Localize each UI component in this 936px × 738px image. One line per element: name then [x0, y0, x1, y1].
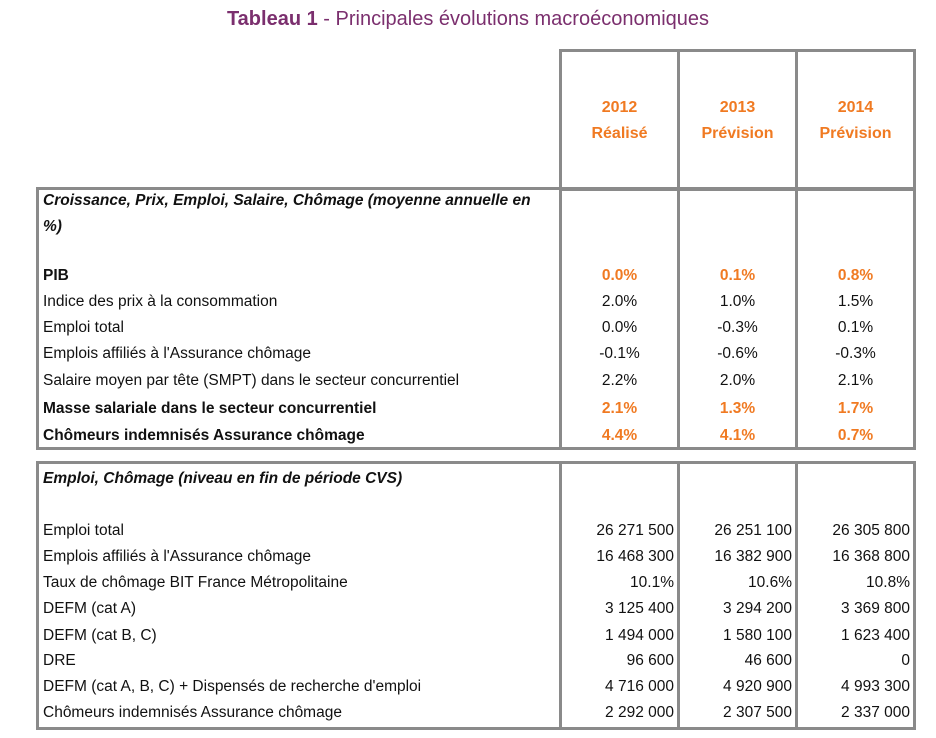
row-value: 2.2%: [601, 372, 638, 389]
row-label: Emplois affiliés à l'Assurance chômage: [43, 548, 312, 565]
row-value: 0.1%: [837, 319, 874, 336]
row-label: Chômeurs indemnisés Assurance chômage: [43, 704, 342, 721]
row-value: 10.8%: [866, 574, 910, 591]
col-sep: [677, 461, 680, 730]
row-value: 2.0%: [601, 293, 638, 310]
row-value: 4 993 300: [841, 678, 910, 695]
row-label: Emploi total: [43, 522, 124, 539]
year: 2012: [601, 99, 638, 116]
row-value: 4.4%: [601, 427, 638, 444]
column-header-2013: 2013 Prévision: [680, 95, 795, 147]
col-sep: [795, 49, 798, 450]
row-value: 1.7%: [837, 400, 874, 417]
row-value: 1 580 100: [723, 627, 792, 644]
table-caption: - Principales évolutions macroéconomique…: [317, 8, 710, 30]
row-value: 4 716 000: [605, 678, 674, 695]
section1-heading: Croissance, Prix, Emploi, Salaire, Chôma…: [43, 192, 531, 235]
section2-heading: Emploi, Chômage (niveau en fin de périod…: [43, 470, 403, 487]
row-value: 1.5%: [837, 293, 874, 310]
status: Prévision: [819, 125, 892, 142]
row-label: DEFM (cat A, B, C) + Dispensés de recher…: [43, 678, 422, 695]
row-value: -0.3%: [835, 345, 876, 362]
row-value: 3 294 200: [723, 600, 792, 617]
row-value: 0.0%: [601, 267, 638, 284]
row-value: 16 368 800: [832, 548, 910, 565]
row-label: DRE: [43, 652, 76, 669]
table-number: Tableau 1: [226, 8, 318, 30]
row-value: 96 600: [626, 652, 674, 669]
status: Prévision: [701, 125, 774, 142]
row-value: 0: [901, 652, 910, 669]
row-label: Emploi total: [43, 319, 124, 336]
row-value: 1.3%: [719, 400, 756, 417]
row-value: 2.1%: [601, 400, 638, 417]
row-label: DEFM (cat A): [43, 600, 137, 617]
row-value: 1 623 400: [841, 627, 910, 644]
row-value: 1 494 000: [605, 627, 674, 644]
row-value: 2 292 000: [605, 704, 674, 721]
col-sep: [677, 49, 680, 450]
row-value: 16 382 900: [714, 548, 792, 565]
row-label: Chômeurs indemnisés Assurance chômage: [43, 427, 365, 444]
row-label: PIB: [43, 267, 69, 284]
column-header-2012: 2012 Réalisé: [562, 95, 677, 147]
year: 2014: [837, 99, 874, 116]
status: Réalisé: [591, 125, 648, 142]
row-value: 2 307 500: [723, 704, 792, 721]
row-value: 26 305 800: [832, 522, 910, 539]
row-value: 16 468 300: [596, 548, 674, 565]
row-value: -0.1%: [599, 345, 640, 362]
row-value: 1.0%: [719, 293, 756, 310]
row-value: 26 271 500: [596, 522, 674, 539]
row-value: 0.7%: [837, 427, 874, 444]
row-label: Indice des prix à la consommation: [43, 293, 278, 310]
row-value: -0.6%: [717, 345, 758, 362]
row-value: 4.1%: [719, 427, 756, 444]
row-value: 46 600: [744, 652, 792, 669]
row-value: 2.1%: [837, 372, 874, 389]
row-label: Salaire moyen par tête (SMPT) dans le se…: [43, 372, 460, 389]
row-value: 0.8%: [837, 267, 874, 284]
row-label: Taux de chômage BIT France Métropolitain…: [43, 574, 348, 591]
col-sep: [795, 461, 798, 730]
row-value: 3 125 400: [605, 600, 674, 617]
row-value: 0.1%: [719, 267, 756, 284]
row-value: 10.6%: [748, 574, 792, 591]
col-sep: [559, 461, 562, 730]
row-label: DEFM (cat B, C): [43, 627, 157, 644]
row-label: Emplois affiliés à l'Assurance chômage: [43, 345, 312, 362]
row-value: -0.3%: [717, 319, 758, 336]
col-sep: [559, 49, 562, 450]
section1-box: [36, 187, 916, 450]
column-header-2014: 2014 Prévision: [798, 95, 913, 147]
row-value: 2.0%: [719, 372, 756, 389]
row-value: 0.0%: [601, 319, 638, 336]
row-value: 3 369 800: [841, 600, 910, 617]
year: 2013: [719, 99, 756, 116]
row-value: 2 337 000: [841, 704, 910, 721]
row-label: Masse salariale dans le secteur concurre…: [43, 400, 377, 417]
section2-box: [36, 461, 916, 730]
row-value: 4 920 900: [723, 678, 792, 695]
table-title: Tableau 1 - Principales évolutions macro…: [0, 8, 936, 31]
row-value: 10.1%: [630, 574, 674, 591]
row-value: 26 251 100: [714, 522, 792, 539]
